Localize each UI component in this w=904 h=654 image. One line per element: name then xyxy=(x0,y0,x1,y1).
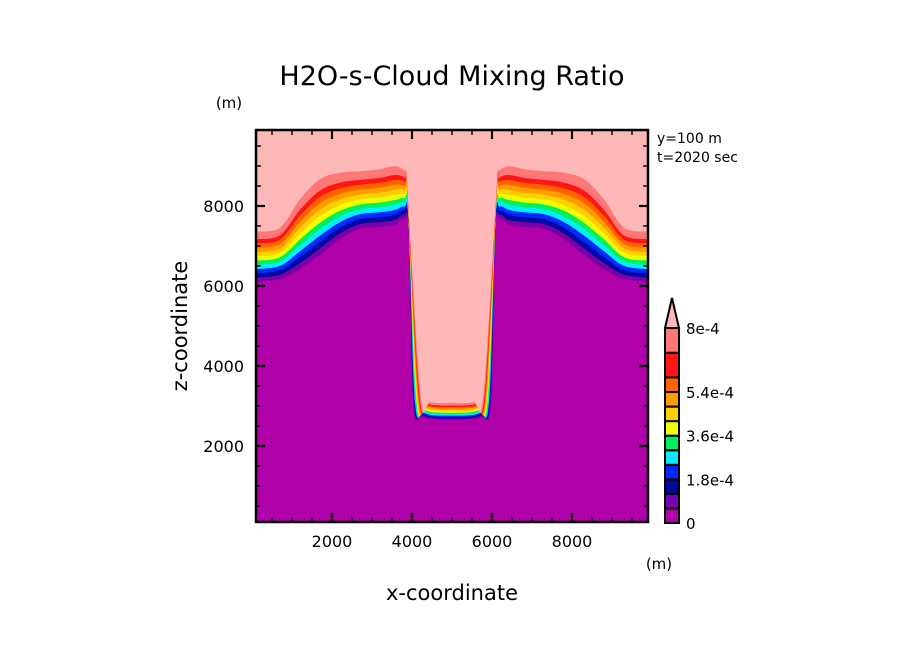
y-unit-label: (m) xyxy=(216,94,242,112)
y-tick-label: 8000 xyxy=(203,197,244,216)
x-tick-label: 8000 xyxy=(552,532,593,551)
colorbar-box-4 xyxy=(664,449,680,466)
plot-area xyxy=(256,130,648,522)
colorbar-box-7 xyxy=(664,405,680,423)
chart-title: H2O-s-Cloud Mixing Ratio xyxy=(279,61,624,92)
contour-band-extend xyxy=(256,130,648,412)
axis-ticks xyxy=(256,130,648,522)
colorbar-box-8 xyxy=(664,391,680,408)
colorbar-box-6 xyxy=(664,420,680,437)
colorbar-box-3 xyxy=(664,463,680,481)
colorbar-label: 8e-4 xyxy=(686,320,720,338)
colorbar-box-9 xyxy=(664,376,680,394)
x-unit-label: (m) xyxy=(646,555,672,573)
x-tick-label: 2000 xyxy=(312,532,353,551)
colorbar-label: 1.8e-4 xyxy=(686,471,734,489)
colorbar-box-5 xyxy=(664,434,680,452)
y-axis-label: z-coordinate xyxy=(168,261,192,392)
colorbar-extend-triangle xyxy=(663,297,681,329)
y-tick-label: 2000 xyxy=(203,437,244,456)
colorbar-box-2 xyxy=(664,478,680,495)
annotation-t: t=2020 sec xyxy=(657,150,738,166)
colorbar-box-11 xyxy=(664,327,680,354)
colorbar-box-1 xyxy=(664,492,680,510)
colorbar: 0 1.8e-4 3.6e-4 5.4e-4 8e-4 xyxy=(663,297,734,533)
colorbar-label: 3.6e-4 xyxy=(686,428,734,446)
y-tick-label: 4000 xyxy=(203,357,244,376)
colorbar-box-10 xyxy=(664,351,680,379)
x-tick-label: 4000 xyxy=(392,532,433,551)
annotation-y: y=100 m xyxy=(657,131,722,147)
colorbar-box-0 xyxy=(664,507,680,524)
x-axis-label: x-coordinate xyxy=(386,581,518,605)
axis-tick-labels: 2000 4000 6000 8000 2000 4000 6000 8000 xyxy=(203,197,592,551)
x-tick-label: 6000 xyxy=(472,532,513,551)
colorbar-label: 5.4e-4 xyxy=(686,384,734,402)
y-tick-label: 6000 xyxy=(203,277,244,296)
colorbar-label: 0 xyxy=(686,515,696,533)
